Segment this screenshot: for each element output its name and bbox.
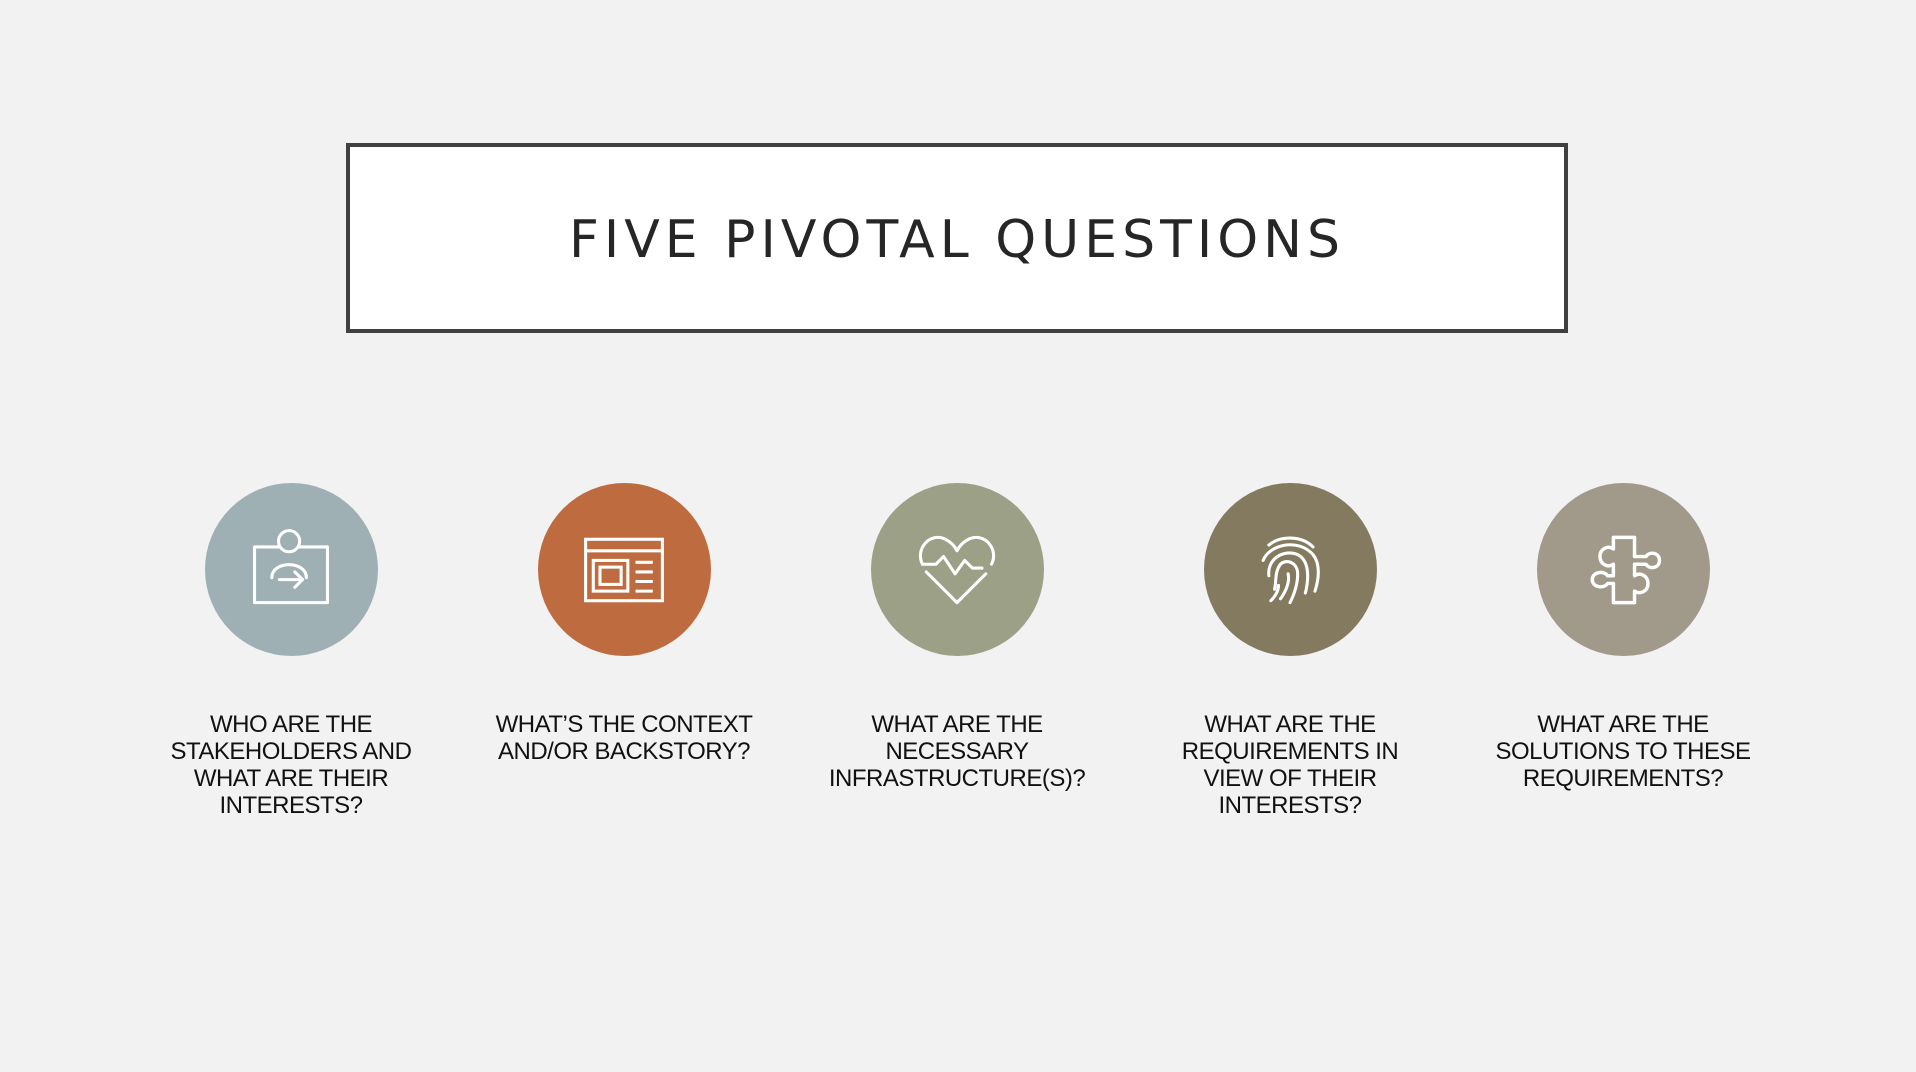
question-text: WHAT ARE THE SOLUTIONS TO THESE REQUIREM… — [1473, 711, 1773, 792]
caption-line: WHAT’S THE CONTEXT — [495, 711, 753, 738]
question-text: WHAT ARE THE REQUIREMENTS IN VIEW OF THE… — [1140, 711, 1440, 819]
question-item-solutions: WHAT ARE THE SOLUTIONS TO THESE REQUIREM… — [1473, 483, 1773, 792]
fingerprint-icon — [1261, 536, 1320, 604]
question-item-requirements: WHAT ARE THE REQUIREMENTS IN VIEW OF THE… — [1140, 483, 1440, 819]
heartbeat-icon — [919, 535, 995, 604]
caption-line: STAKEHOLDERS AND — [170, 738, 412, 765]
icon-circle — [1536, 483, 1710, 656]
browser-window-icon — [584, 537, 664, 602]
icon-circle — [870, 483, 1044, 656]
icon-circle — [1203, 483, 1377, 656]
puzzle-piece-icon — [1590, 535, 1662, 604]
question-item-infrastructure: WHAT ARE THE NECESSARY INFRASTRUCTURE(S)… — [807, 483, 1107, 792]
question-text: WHAT ARE THE NECESSARY INFRASTRUCTURE(S)… — [807, 711, 1107, 792]
caption-line: INFRASTRUCTURE(S)? — [828, 765, 1086, 792]
icon-circle — [204, 483, 378, 656]
caption-line: SOLUTIONS TO THESE — [1495, 738, 1751, 765]
title-box: FIVE PIVOTAL QUESTIONS — [346, 143, 1568, 333]
caption-line: AND/OR BACKSTORY? — [497, 738, 751, 765]
icon-circle — [537, 483, 711, 656]
caption-line: VIEW OF THEIR — [1203, 765, 1377, 792]
caption-line: WHAT ARE THEIR — [193, 765, 389, 792]
caption-line: WHAT ARE THE — [871, 711, 1043, 738]
question-item-stakeholders: WHO ARE THE STAKEHOLDERS AND WHAT ARE TH… — [141, 483, 441, 819]
caption-line: WHO ARE THE — [209, 711, 373, 738]
user-presentation-icon — [252, 528, 330, 604]
question-item-context: WHAT’S THE CONTEXT AND/OR BACKSTORY? — [474, 483, 774, 765]
caption-line: WHAT ARE THE — [1537, 711, 1709, 738]
caption-line: REQUIREMENTS? — [1522, 765, 1724, 792]
question-text: WHO ARE THE STAKEHOLDERS AND WHAT ARE TH… — [141, 711, 441, 819]
question-text: WHAT’S THE CONTEXT AND/OR BACKSTORY? — [474, 711, 774, 765]
caption-line: INTERESTS? — [1218, 792, 1362, 819]
caption-line: REQUIREMENTS IN — [1181, 738, 1399, 765]
caption-line: NECESSARY — [885, 738, 1029, 765]
slide-title: FIVE PIVOTAL QUESTIONS — [568, 210, 1346, 270]
caption-line: INTERESTS? — [219, 792, 363, 819]
caption-line: WHAT ARE THE — [1204, 711, 1376, 738]
